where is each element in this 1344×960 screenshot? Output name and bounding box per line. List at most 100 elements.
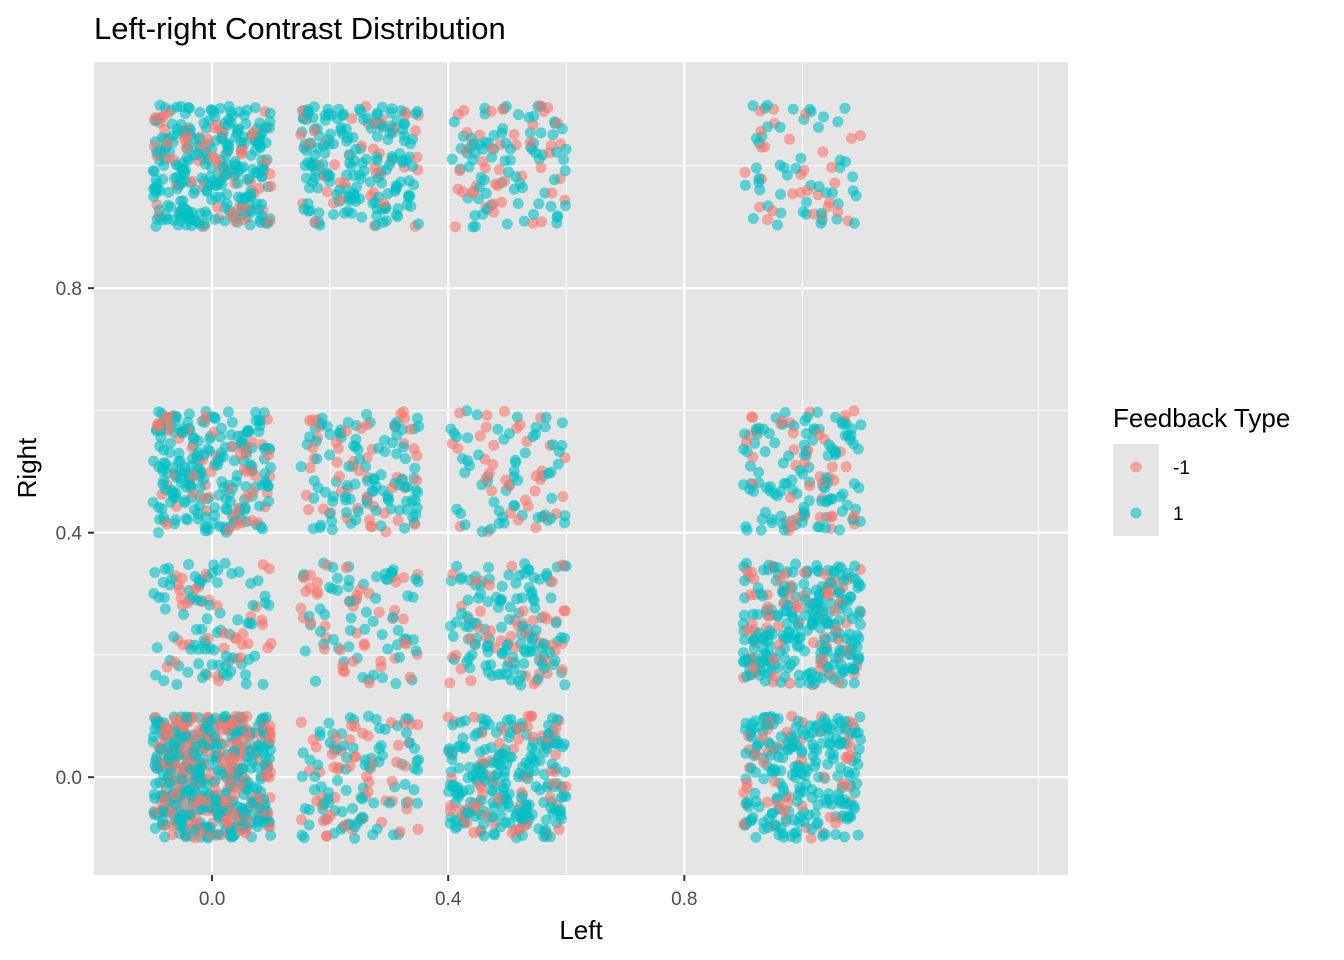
data-point-neg [162, 107, 174, 119]
data-point-neg [402, 796, 414, 808]
data-point-pos [798, 786, 809, 798]
data-point-pos [753, 801, 765, 813]
data-point-pos [240, 118, 252, 130]
data-point-pos [739, 575, 751, 587]
data-point-pos [841, 633, 853, 645]
data-point-pos [187, 432, 199, 444]
data-point-pos [410, 573, 422, 585]
data-point-pos [405, 200, 417, 212]
data-point-neg [236, 517, 248, 529]
data-point-pos [295, 461, 307, 473]
data-point-pos [836, 416, 848, 428]
data-point-pos [164, 777, 176, 789]
data-point-pos [368, 797, 380, 809]
data-point-neg [512, 514, 524, 526]
data-point-pos [536, 511, 548, 523]
data-point-pos [534, 573, 546, 585]
data-point-pos [547, 129, 559, 141]
data-point-pos [801, 196, 812, 208]
data-point-pos [302, 106, 314, 118]
data-point-pos [503, 166, 514, 178]
data-point-pos [523, 111, 535, 123]
data-point-pos [408, 784, 420, 796]
data-point-pos [384, 797, 396, 809]
data-point-pos [813, 121, 824, 133]
data-point-pos [254, 802, 266, 814]
data-point-pos [155, 432, 167, 444]
data-point-neg [513, 733, 524, 745]
data-point-pos [359, 623, 371, 635]
data-point-pos [474, 764, 486, 776]
data-point-pos [838, 574, 850, 586]
data-point-pos [402, 504, 414, 516]
data-point-neg [202, 632, 214, 644]
data-point-pos [748, 485, 759, 497]
data-point-neg [246, 515, 258, 527]
data-point-neg [394, 826, 406, 838]
data-point-neg [548, 778, 560, 790]
data-point-pos [206, 567, 218, 579]
data-point-pos [851, 778, 863, 789]
data-point-pos [850, 573, 861, 585]
data-point-pos [349, 821, 361, 833]
data-point-pos [264, 122, 276, 134]
data-point-pos [222, 406, 234, 418]
data-point-neg [265, 180, 277, 192]
data-point-pos [150, 174, 162, 186]
data-point-pos [461, 611, 473, 622]
data-point-pos [404, 737, 416, 749]
data-point-pos [508, 183, 520, 195]
data-point-neg [455, 663, 467, 675]
data-point-pos [205, 104, 217, 116]
data-point-pos [748, 643, 760, 655]
data-point-neg [848, 510, 860, 522]
data-point-pos [530, 147, 542, 159]
data-point-pos [199, 158, 211, 170]
data-point-pos [840, 594, 852, 606]
data-point-pos [316, 418, 328, 430]
data-point-pos [383, 494, 395, 506]
data-point-pos [501, 668, 512, 680]
data-point-pos [190, 215, 202, 227]
data-point-pos [244, 617, 256, 629]
data-point-neg [559, 605, 571, 617]
data-point-neg [840, 461, 852, 473]
data-point-pos [401, 727, 412, 739]
data-point-neg [529, 485, 541, 497]
data-point-pos [843, 769, 855, 781]
data-point-neg [159, 794, 171, 806]
data-point-pos [799, 415, 811, 427]
data-point-neg [411, 474, 423, 486]
data-point-neg [784, 677, 796, 689]
data-point-pos [189, 824, 201, 836]
data-point-neg [787, 520, 799, 532]
data-point-pos [747, 213, 759, 224]
data-point-pos [559, 165, 571, 177]
data-point-pos [855, 619, 866, 630]
data-point-pos [315, 781, 327, 793]
data-point-pos [459, 519, 471, 531]
data-point-pos [540, 814, 552, 826]
data-point-pos [157, 815, 169, 827]
data-point-neg [454, 165, 466, 177]
data-point-neg [741, 624, 753, 636]
data-point-neg [855, 130, 866, 141]
data-point-pos [740, 521, 752, 533]
data-point-pos [351, 181, 363, 193]
data-point-neg [304, 462, 316, 474]
data-point-pos [556, 123, 568, 135]
data-point-pos [209, 214, 221, 225]
data-point-neg [303, 504, 315, 516]
data-point-neg [231, 736, 243, 747]
data-point-pos [191, 148, 203, 160]
data-point-neg [762, 214, 773, 226]
data-point-neg [475, 605, 486, 617]
data-point-pos [181, 514, 193, 526]
data-point-neg [160, 720, 172, 732]
data-point-pos [219, 215, 231, 227]
data-point-pos [373, 756, 385, 768]
data-point-pos [180, 711, 192, 723]
data-point-pos [151, 146, 163, 158]
data-point-pos [750, 162, 762, 174]
data-point-pos [354, 169, 366, 181]
